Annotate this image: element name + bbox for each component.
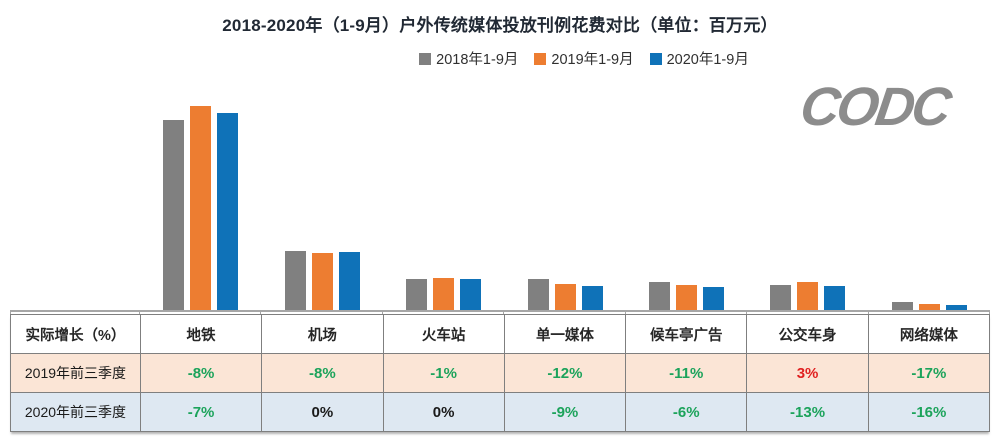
bar <box>891 302 913 310</box>
bar <box>527 279 549 310</box>
legend-label: 2019年1-9月 <box>551 52 634 68</box>
growth-cell: -12% <box>503 353 627 393</box>
growth-cell: -9% <box>503 392 627 432</box>
legend-swatch-icon <box>534 52 547 65</box>
bar <box>797 281 819 310</box>
bar-plot <box>10 90 990 310</box>
bar-group <box>747 90 868 310</box>
legend-swatch-icon <box>419 52 432 65</box>
bar <box>406 278 428 310</box>
legend-item: 2019年1-9月 <box>534 48 634 69</box>
bar <box>338 251 360 310</box>
chart-title: 2018-2020年（1-9月）户外传统媒体投放刊例花费对比（单位：百万元） <box>222 16 778 35</box>
growth-cell: 3% <box>746 353 869 393</box>
growth-cell: -6% <box>625 392 748 432</box>
bar <box>433 277 455 310</box>
growth-cell: -7% <box>139 392 263 432</box>
bar-group <box>383 90 504 310</box>
bar-group <box>140 90 261 310</box>
growth-cell: -16% <box>867 392 991 432</box>
axis-tick-cell <box>869 312 990 314</box>
table-corner-header: 实际增长（%） <box>10 314 141 354</box>
bar-group <box>261 90 382 310</box>
growth-cell: -1% <box>382 353 505 393</box>
legend-swatch-icon <box>649 52 662 65</box>
table-row-label: 2019年前三季度 <box>10 353 141 393</box>
bar-group <box>504 90 625 310</box>
bar <box>554 283 576 310</box>
growth-cell: 0% <box>382 392 505 432</box>
table-row: 2020年前三季度 -7% 0% 0% -9% -6% -13% -16% <box>10 392 991 432</box>
table-col-header: 网络媒体 <box>867 314 991 354</box>
axis-tick-cell <box>747 312 869 314</box>
table-header-row: 实际增长（%） 地铁 机场 火车站 单一媒体 候车亭广告 公交车身 网络媒体 <box>10 314 991 354</box>
axis-tick-cell <box>626 312 748 314</box>
table-col-header: 机场 <box>261 314 384 354</box>
bar <box>190 106 212 310</box>
codc-logo: CODC <box>796 77 953 137</box>
axis-tick-cell <box>261 312 383 314</box>
legend-label: 2018年1-9月 <box>436 52 519 68</box>
bar <box>648 281 670 310</box>
axis-tick-cell <box>140 312 262 314</box>
x-axis <box>10 310 990 314</box>
plot-spacer <box>10 90 140 310</box>
growth-cell: -13% <box>746 392 869 432</box>
axis-tick-cell <box>383 312 505 314</box>
bar <box>770 285 792 310</box>
table-col-header: 地铁 <box>139 314 263 354</box>
growth-cell: -17% <box>867 353 991 393</box>
axis-tick-cell <box>10 312 141 314</box>
table-col-header: 候车亭广告 <box>625 314 748 354</box>
bar <box>824 286 846 310</box>
table-col-header: 单一媒体 <box>503 314 627 354</box>
growth-cell: -8% <box>139 353 263 393</box>
legend: 2018年1-9月 2019年1-9月 2020年1-9月 <box>0 48 1000 69</box>
table-col-header: 火车站 <box>382 314 505 354</box>
growth-cell: -8% <box>261 353 384 393</box>
table-body: 2019年前三季度 -8% -8% -1% -12% -11% 3% -17% 2020年前三季… <box>10 353 991 432</box>
bar <box>918 303 940 310</box>
table-col-header: 公交车身 <box>746 314 869 354</box>
bar <box>945 304 967 310</box>
table-row: 2019年前三季度 -8% -8% -1% -12% -11% 3% -17% <box>10 353 991 393</box>
legend-label: 2020年1-9月 <box>666 52 749 68</box>
table-row-label: 2020年前三季度 <box>10 392 141 432</box>
bar-group <box>626 90 747 310</box>
bar-group <box>869 90 990 310</box>
growth-table: 实际增长（%） 地铁 机场 火车站 单一媒体 候车亭广告 公交车身 网络媒体 2019年前三季… <box>10 314 991 432</box>
legend-item: 2020年1-9月 <box>649 48 749 69</box>
bar <box>163 120 185 310</box>
axis-tick-cell <box>504 312 626 314</box>
bar <box>311 252 333 310</box>
bar <box>217 113 239 310</box>
bar <box>702 287 724 310</box>
bar <box>581 286 603 310</box>
bar <box>284 250 306 310</box>
growth-cell: -11% <box>625 353 748 393</box>
legend-item: 2018年1-9月 <box>419 48 518 69</box>
bar <box>460 278 482 310</box>
growth-cell: 0% <box>261 392 384 432</box>
bar <box>675 284 697 310</box>
